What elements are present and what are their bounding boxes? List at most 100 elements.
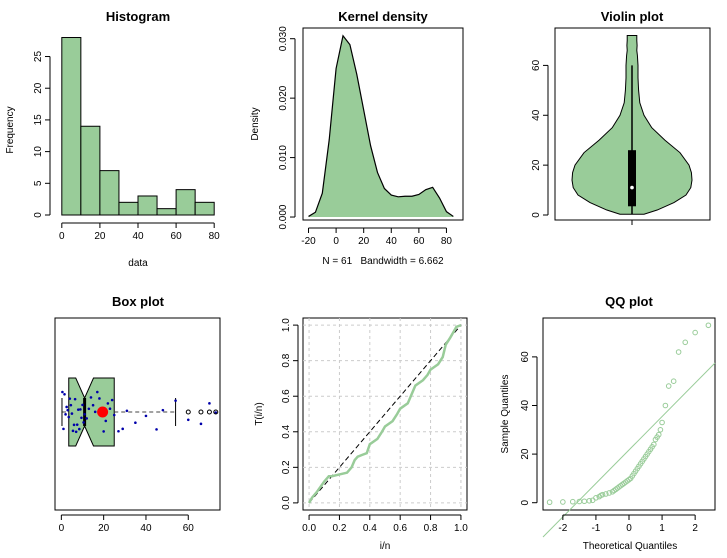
density-x-axis: -20 0 20 40 60 80 xyxy=(301,227,453,247)
qq-point xyxy=(593,495,599,501)
box-jitter-point xyxy=(65,405,68,409)
ttt-y-tick-label: 0.0 xyxy=(281,496,292,510)
box-jitter-point xyxy=(81,403,84,407)
box-plot-x-tick-label: 60 xyxy=(183,523,195,534)
ttt-x-tick-label: 1.0 xyxy=(454,523,468,534)
histogram-x-axis: 0 20 40 60 80 xyxy=(59,222,220,242)
box-jitter-point xyxy=(63,392,66,396)
box-jitter-point xyxy=(174,399,177,402)
histogram-panel: Histogram data Frequency 0 20 40 60 80 0 5 10 1… xyxy=(5,9,220,269)
qq-reference-line xyxy=(542,362,716,538)
box-jitter-point xyxy=(134,421,137,425)
density-title: Kernel density xyxy=(338,9,428,24)
box-plot-title: Box plot xyxy=(112,294,165,309)
box-jitter-point xyxy=(75,423,79,426)
histogram-y-tick-label: 20 xyxy=(33,82,44,94)
violin-shape xyxy=(571,34,693,215)
histogram-x-tick-label: 20 xyxy=(94,231,106,242)
box-outlier-point xyxy=(213,409,219,415)
density-y-tick-label: 0.010 xyxy=(278,145,289,170)
qq-point xyxy=(675,349,682,355)
box-jitter-point xyxy=(208,402,211,405)
qq-y-tick-label: 0 xyxy=(520,499,531,505)
box-jitter-point xyxy=(66,408,69,412)
qq-ylabel: Sample Quantiles xyxy=(500,375,511,454)
ttt-x-axis: 0.0 0.2 0.4 0.6 0.8 1.0 xyxy=(302,514,468,534)
qq-point xyxy=(662,402,669,409)
histogram-y-tick-label: 25 xyxy=(33,51,44,63)
histogram-y-tick-label: 5 xyxy=(33,180,44,186)
qq-plot-box xyxy=(542,317,716,511)
violin-median-dot xyxy=(630,185,634,190)
histogram-bar xyxy=(156,208,177,216)
qq-y-axis: 0 20 40 60 xyxy=(520,351,538,505)
box-jitter-point xyxy=(125,409,129,413)
density-ylabel: Density xyxy=(250,107,261,140)
box-jitter-point xyxy=(199,422,203,426)
qq-point xyxy=(599,491,606,498)
box-outlier-point xyxy=(185,409,191,415)
box-jitter-point xyxy=(79,408,82,411)
box-jitter-point xyxy=(121,427,124,431)
violin-y-tick-label: 20 xyxy=(531,159,542,171)
density-y-axis: 0.000 0.010 0.020 0.030 xyxy=(278,26,296,230)
qq-point xyxy=(692,329,698,336)
qq-x-tick-label: 1 xyxy=(659,523,665,534)
box-jitter-point xyxy=(108,407,112,411)
box-jitter-point xyxy=(73,397,77,401)
histogram-y-tick-label: 10 xyxy=(33,146,44,158)
box-jitter-point xyxy=(161,408,165,412)
qq-point xyxy=(603,491,609,497)
ttt-x-tick-label: 0.0 xyxy=(302,523,316,534)
box-jitter-point xyxy=(74,430,78,434)
box-outlier-point xyxy=(206,409,212,415)
ttt-y-tick-label: 0.2 xyxy=(281,460,292,474)
qq-xlabel: Theoretical Quantiles xyxy=(583,541,678,552)
ttt-xlabel: i/n xyxy=(380,541,391,552)
histogram-y-axis: 0 5 10 15 20 25 xyxy=(33,51,51,218)
box-jitter-point xyxy=(68,397,72,400)
qq-point xyxy=(546,499,553,506)
histogram-bar xyxy=(61,37,82,216)
histogram-ylabel: Frequency xyxy=(5,106,16,153)
violin-y-tick-label: 60 xyxy=(531,59,542,71)
density-x-tick-label: 60 xyxy=(413,236,425,247)
box-jitter-point xyxy=(76,408,80,411)
qq-point xyxy=(682,339,689,346)
ttt-y-tick-label: 1.0 xyxy=(281,318,292,332)
density-area xyxy=(308,35,454,218)
density-x-tick-label: 20 xyxy=(358,236,370,247)
ttt-x-tick-label: 0.2 xyxy=(332,523,346,534)
box-jitter-point xyxy=(62,427,65,431)
box-jitter-point xyxy=(64,413,67,416)
violin-y-tick-label: 40 xyxy=(531,109,542,121)
density-x-tick-label: 40 xyxy=(386,236,398,247)
density-x-tick-label: 0 xyxy=(333,236,339,247)
qq-points xyxy=(542,322,716,538)
box-jitter-point xyxy=(72,423,76,427)
box-plot-x-axis: 0 20 40 60 xyxy=(59,514,195,534)
histogram-x-tick-label: 40 xyxy=(132,231,144,242)
qq-y-tick-label: 60 xyxy=(520,351,531,363)
histogram-bar xyxy=(80,125,101,216)
qq-y-tick-label: 20 xyxy=(520,448,531,460)
qq-x-axis: -2 -1 0 1 2 xyxy=(558,514,698,534)
box-jitter-point xyxy=(112,413,116,417)
histogram-bar xyxy=(99,170,120,216)
ttt-ylabel: T(i/n) xyxy=(254,402,265,425)
box-jitter-point xyxy=(214,411,218,414)
qq-point xyxy=(651,441,657,448)
box-plot-panel: Box plot 0 20 40 60 xyxy=(54,294,221,534)
violin-y-tick-label: 0 xyxy=(531,212,542,218)
box-jitter-point xyxy=(87,407,91,411)
box-jitter-point xyxy=(61,390,64,394)
violin-iqr-box xyxy=(628,150,636,207)
qq-point xyxy=(606,490,612,496)
box-mean-marker xyxy=(97,406,109,418)
density-curve xyxy=(308,34,454,218)
density-x-tick-label: 80 xyxy=(441,236,453,247)
qq-point xyxy=(670,378,677,384)
box-jitter-point xyxy=(155,428,158,431)
ttt-y-tick-label: 0.4 xyxy=(281,424,292,438)
